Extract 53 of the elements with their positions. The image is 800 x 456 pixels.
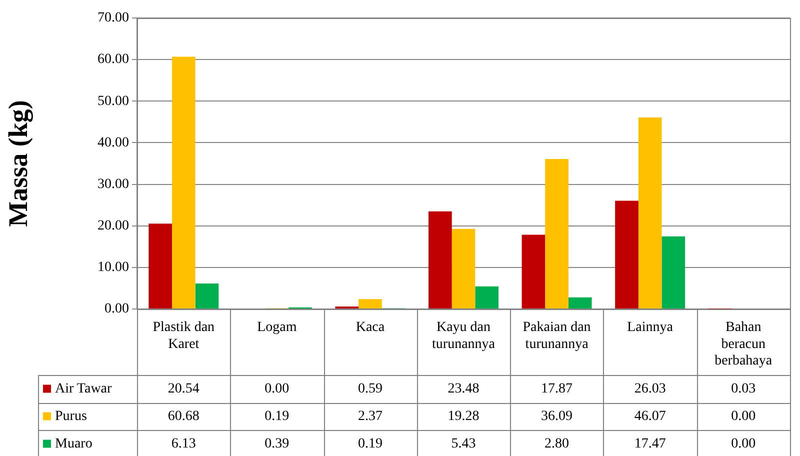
data-label: 6.13 [171, 436, 196, 452]
data-label: 0.39 [264, 436, 290, 452]
data-label: 20.54 [168, 381, 200, 396]
y-tick-label: 20.00 [98, 218, 129, 234]
data-label: 2.37 [358, 408, 382, 424]
y-tick-label: 30.00 [98, 176, 129, 192]
data-label: 0.00 [264, 381, 290, 396]
bar [358, 299, 382, 308]
y-tick-label: 60.00 [98, 52, 129, 68]
bar [172, 56, 196, 308]
data-label: 0.19 [264, 408, 290, 424]
x-tick-label: Plastik dan Karet [152, 320, 215, 352]
data-label: 5.43 [451, 436, 476, 452]
bar [615, 200, 638, 308]
x-tick-label: Pakaian dan turunannya [522, 320, 591, 352]
y-tick-label: 40.00 [98, 135, 129, 150]
y-tick-label: 50.00 [98, 94, 129, 109]
y-axis-title: Massa (kg) [3, 100, 34, 227]
data-label: 0.00 [731, 436, 756, 452]
bar [545, 158, 568, 308]
bar [662, 236, 686, 308]
legend-label: Purus [55, 408, 87, 424]
bar [522, 234, 546, 308]
data-label: 60.68 [168, 408, 200, 424]
data-label: 26.03 [634, 381, 666, 396]
data-label: 23.48 [448, 381, 480, 396]
data-label: 0.59 [358, 381, 382, 396]
x-tick-label: Lainnya [627, 320, 674, 336]
x-tick-label: Kaca [356, 320, 386, 336]
legend-label: Air Tawar [55, 381, 112, 396]
bar [568, 297, 592, 308]
bar [638, 117, 662, 308]
y-tick-label: 70.00 [98, 10, 129, 26]
data-label: 19.28 [448, 408, 480, 424]
bar [452, 228, 476, 308]
bar [148, 224, 172, 308]
bar [475, 286, 498, 308]
y-tick-label: 0.00 [104, 302, 129, 317]
y-tick-label: 10.00 [98, 260, 129, 276]
data-label: 17.87 [541, 381, 573, 396]
data-label: 17.47 [634, 436, 666, 452]
x-tick-label: Logam [257, 320, 297, 336]
data-label: 0.00 [731, 408, 756, 424]
x-tick-label: Bahan beracun berbahaya [714, 320, 773, 369]
data-label: 46.07 [634, 408, 666, 424]
data-label: 0.03 [731, 381, 756, 396]
legend-label: Muaro [55, 436, 92, 452]
bar [428, 211, 452, 308]
x-tick-label: Kayu dan turunannya [432, 320, 496, 352]
data-label: 36.09 [541, 408, 573, 424]
data-label: 0.19 [358, 436, 382, 452]
bar [195, 284, 219, 308]
data-label: 2.80 [544, 436, 570, 452]
